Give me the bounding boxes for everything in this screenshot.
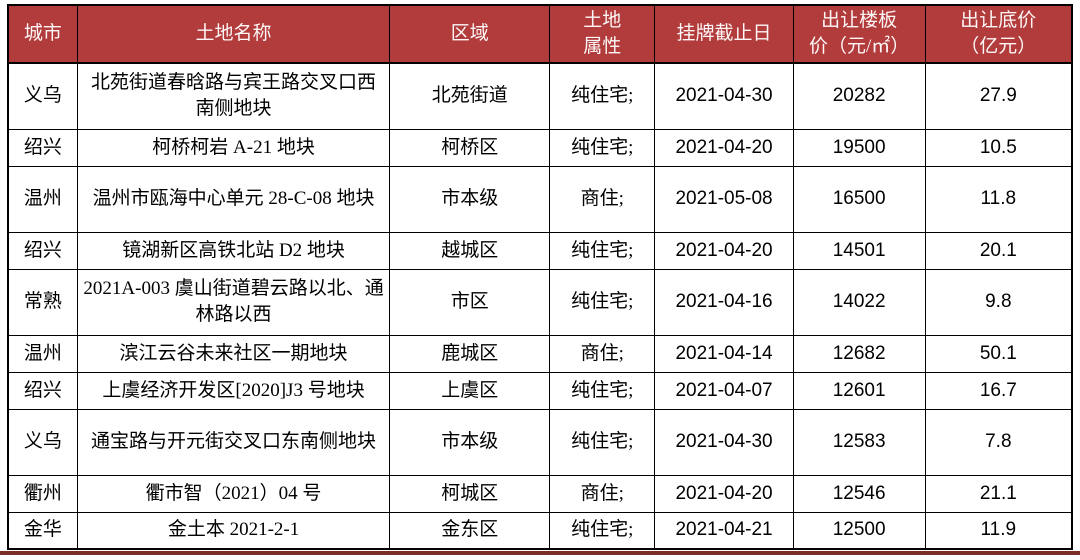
cell-base-price: 50.1 bbox=[924, 334, 1073, 373]
cell-property: 纯住宅; bbox=[549, 268, 656, 336]
cell-name: 金土本 2021-2-1 bbox=[76, 511, 391, 550]
cell-base-price: 27.9 bbox=[924, 62, 1073, 130]
cell-floor-price: 12682 bbox=[792, 334, 926, 373]
table-row: 衢州 衢市智（2021）04 号柯城区 商住; 2021-04-20 12546 21.1 bbox=[7, 474, 1073, 513]
table-row: 绍兴 镜湖新区高铁北站 D2 地块 越城区 纯住宅; 2021-04-20 14501 20… bbox=[7, 231, 1073, 270]
table-row: 温州 滨江云谷未来社区一期地块 鹿城区 商住; 2021-04-14 12682 50.1 bbox=[7, 334, 1073, 373]
cell-floor-price: 12546 bbox=[792, 474, 926, 513]
cell-base-price: 20.1 bbox=[924, 231, 1073, 270]
land-auction-table: 城市 土地名称 区域 土地 属性 挂牌截止日 出让楼板 价（元/㎡） 出让底价 … bbox=[7, 4, 1073, 550]
cell-deadline: 2021-04-21 bbox=[654, 511, 794, 550]
cell-floor-price: 19500 bbox=[792, 128, 926, 167]
col-header-floor-price: 出让楼板 价（元/㎡） bbox=[792, 4, 926, 64]
cell-deadline: 2021-04-20 bbox=[654, 231, 794, 270]
table-row: 金华 金土本 2021-2-1 金东区 纯住宅; 2021-04-21 12500 11.9 bbox=[7, 511, 1073, 550]
cell-city: 义乌 bbox=[7, 408, 78, 476]
cell-deadline: 2021-04-16 bbox=[654, 268, 794, 336]
cell-city: 温州 bbox=[7, 165, 78, 233]
cell-city: 绍兴 bbox=[7, 231, 78, 270]
cell-floor-price: 20282 bbox=[792, 62, 926, 130]
col-header-property: 土地 属性 bbox=[549, 4, 656, 64]
cell-district: 金东区 bbox=[389, 511, 551, 550]
cell-base-price: 7.8 bbox=[924, 408, 1073, 476]
cell-name: 2021A-003 虞山街道碧云路以北、通林路以西 bbox=[76, 268, 391, 336]
cell-city: 温州 bbox=[7, 334, 78, 373]
cell-deadline: 2021-04-07 bbox=[654, 371, 794, 410]
cell-district: 北苑街道 bbox=[389, 62, 551, 130]
cell-property: 商住; bbox=[549, 165, 656, 233]
table-row: 绍兴 上虞经济开发区[2020]J3 号地块 上虞区 纯住宅; 2021-04-07 12… bbox=[7, 371, 1073, 410]
cell-property: 商住; bbox=[549, 334, 656, 373]
cell-name: 衢市智（2021）04 号 bbox=[76, 474, 391, 513]
table-row: 义乌 北苑街道春晗路与宾王路交叉口西南侧地块 北苑街道 纯住宅; 2021-04-30 2… bbox=[7, 62, 1073, 130]
table-header: 城市 土地名称 区域 土地 属性 挂牌截止日 出让楼板 价（元/㎡） 出让底价 … bbox=[7, 4, 1073, 64]
cell-district: 鹿城区 bbox=[389, 334, 551, 373]
cell-floor-price: 14022 bbox=[792, 268, 926, 336]
table-row: 绍兴 柯桥柯岩 A-21 地块 柯桥区 纯住宅; 2021-04-20 19500 10.5 bbox=[7, 128, 1073, 167]
cell-floor-price: 12500 bbox=[792, 511, 926, 550]
header-row: 城市 土地名称 区域 土地 属性 挂牌截止日 出让楼板 价（元/㎡） 出让底价 … bbox=[7, 4, 1073, 64]
cell-name: 镜湖新区高铁北站 D2 地块 bbox=[76, 231, 391, 270]
cell-district: 越城区 bbox=[389, 231, 551, 270]
table-row: 义乌 通宝路与开元街交叉口东南侧地块 市本级 纯住宅; 2021-04-30 12583 7… bbox=[7, 408, 1073, 476]
cell-name: 通宝路与开元街交叉口东南侧地块 bbox=[76, 408, 391, 476]
col-header-city: 城市 bbox=[7, 4, 78, 64]
bottom-accent-bar bbox=[0, 551, 1080, 555]
col-header-base-price: 出让底价 （亿元） bbox=[924, 4, 1073, 64]
cell-base-price: 21.1 bbox=[924, 474, 1073, 513]
cell-property: 纯住宅; bbox=[549, 231, 656, 270]
cell-name: 上虞经济开发区[2020]J3 号地块 bbox=[76, 371, 391, 410]
cell-city: 绍兴 bbox=[7, 128, 78, 167]
col-header-district: 区域 bbox=[389, 4, 551, 64]
cell-floor-price: 12583 bbox=[792, 408, 926, 476]
cell-base-price: 11.8 bbox=[924, 165, 1073, 233]
cell-deadline: 2021-04-20 bbox=[654, 128, 794, 167]
cell-property: 纯住宅; bbox=[549, 62, 656, 130]
cell-property: 纯住宅; bbox=[549, 408, 656, 476]
cell-deadline: 2021-04-30 bbox=[654, 408, 794, 476]
cell-deadline: 2021-04-30 bbox=[654, 62, 794, 130]
cell-name: 北苑街道春晗路与宾王路交叉口西南侧地块 bbox=[76, 62, 391, 130]
cell-district: 上虞区 bbox=[389, 371, 551, 410]
table-row: 常熟 2021A-003 虞山街道碧云路以北、通林路以西 市区 纯住宅; 2021-04… bbox=[7, 268, 1073, 336]
cell-district: 市本级 bbox=[389, 408, 551, 476]
cell-base-price: 10.5 bbox=[924, 128, 1073, 167]
cell-property: 商住; bbox=[549, 474, 656, 513]
table-row: 温州 温州市瓯海中心单元 28-C-08 地块 市本级 商住; 2021-05-08 16… bbox=[7, 165, 1073, 233]
cell-deadline: 2021-04-20 bbox=[654, 474, 794, 513]
cell-name: 滨江云谷未来社区一期地块 bbox=[76, 334, 391, 373]
cell-name: 温州市瓯海中心单元 28-C-08 地块 bbox=[76, 165, 391, 233]
cell-district: 柯桥区 bbox=[389, 128, 551, 167]
table-body: 义乌 北苑街道春晗路与宾王路交叉口西南侧地块 北苑街道 纯住宅; 2021-04-30 2… bbox=[7, 62, 1073, 550]
cell-name: 柯桥柯岩 A-21 地块 bbox=[76, 128, 391, 167]
cell-property: 纯住宅; bbox=[549, 511, 656, 550]
cell-base-price: 16.7 bbox=[924, 371, 1073, 410]
cell-base-price: 11.9 bbox=[924, 511, 1073, 550]
cell-property: 纯住宅; bbox=[549, 371, 656, 410]
col-header-name: 土地名称 bbox=[76, 4, 391, 64]
cell-district: 市区 bbox=[389, 268, 551, 336]
cell-city: 绍兴 bbox=[7, 371, 78, 410]
cell-district: 市本级 bbox=[389, 165, 551, 233]
cell-city: 常熟 bbox=[7, 268, 78, 336]
cell-floor-price: 12601 bbox=[792, 371, 926, 410]
cell-floor-price: 14501 bbox=[792, 231, 926, 270]
cell-base-price: 9.8 bbox=[924, 268, 1073, 336]
cell-city: 义乌 bbox=[7, 62, 78, 130]
cell-district: 柯城区 bbox=[389, 474, 551, 513]
cell-city: 金华 bbox=[7, 511, 78, 550]
col-header-deadline: 挂牌截止日 bbox=[654, 4, 794, 64]
cell-floor-price: 16500 bbox=[792, 165, 926, 233]
cell-property: 纯住宅; bbox=[549, 128, 656, 167]
cell-city: 衢州 bbox=[7, 474, 78, 513]
cell-deadline: 2021-05-08 bbox=[654, 165, 794, 233]
cell-deadline: 2021-04-14 bbox=[654, 334, 794, 373]
